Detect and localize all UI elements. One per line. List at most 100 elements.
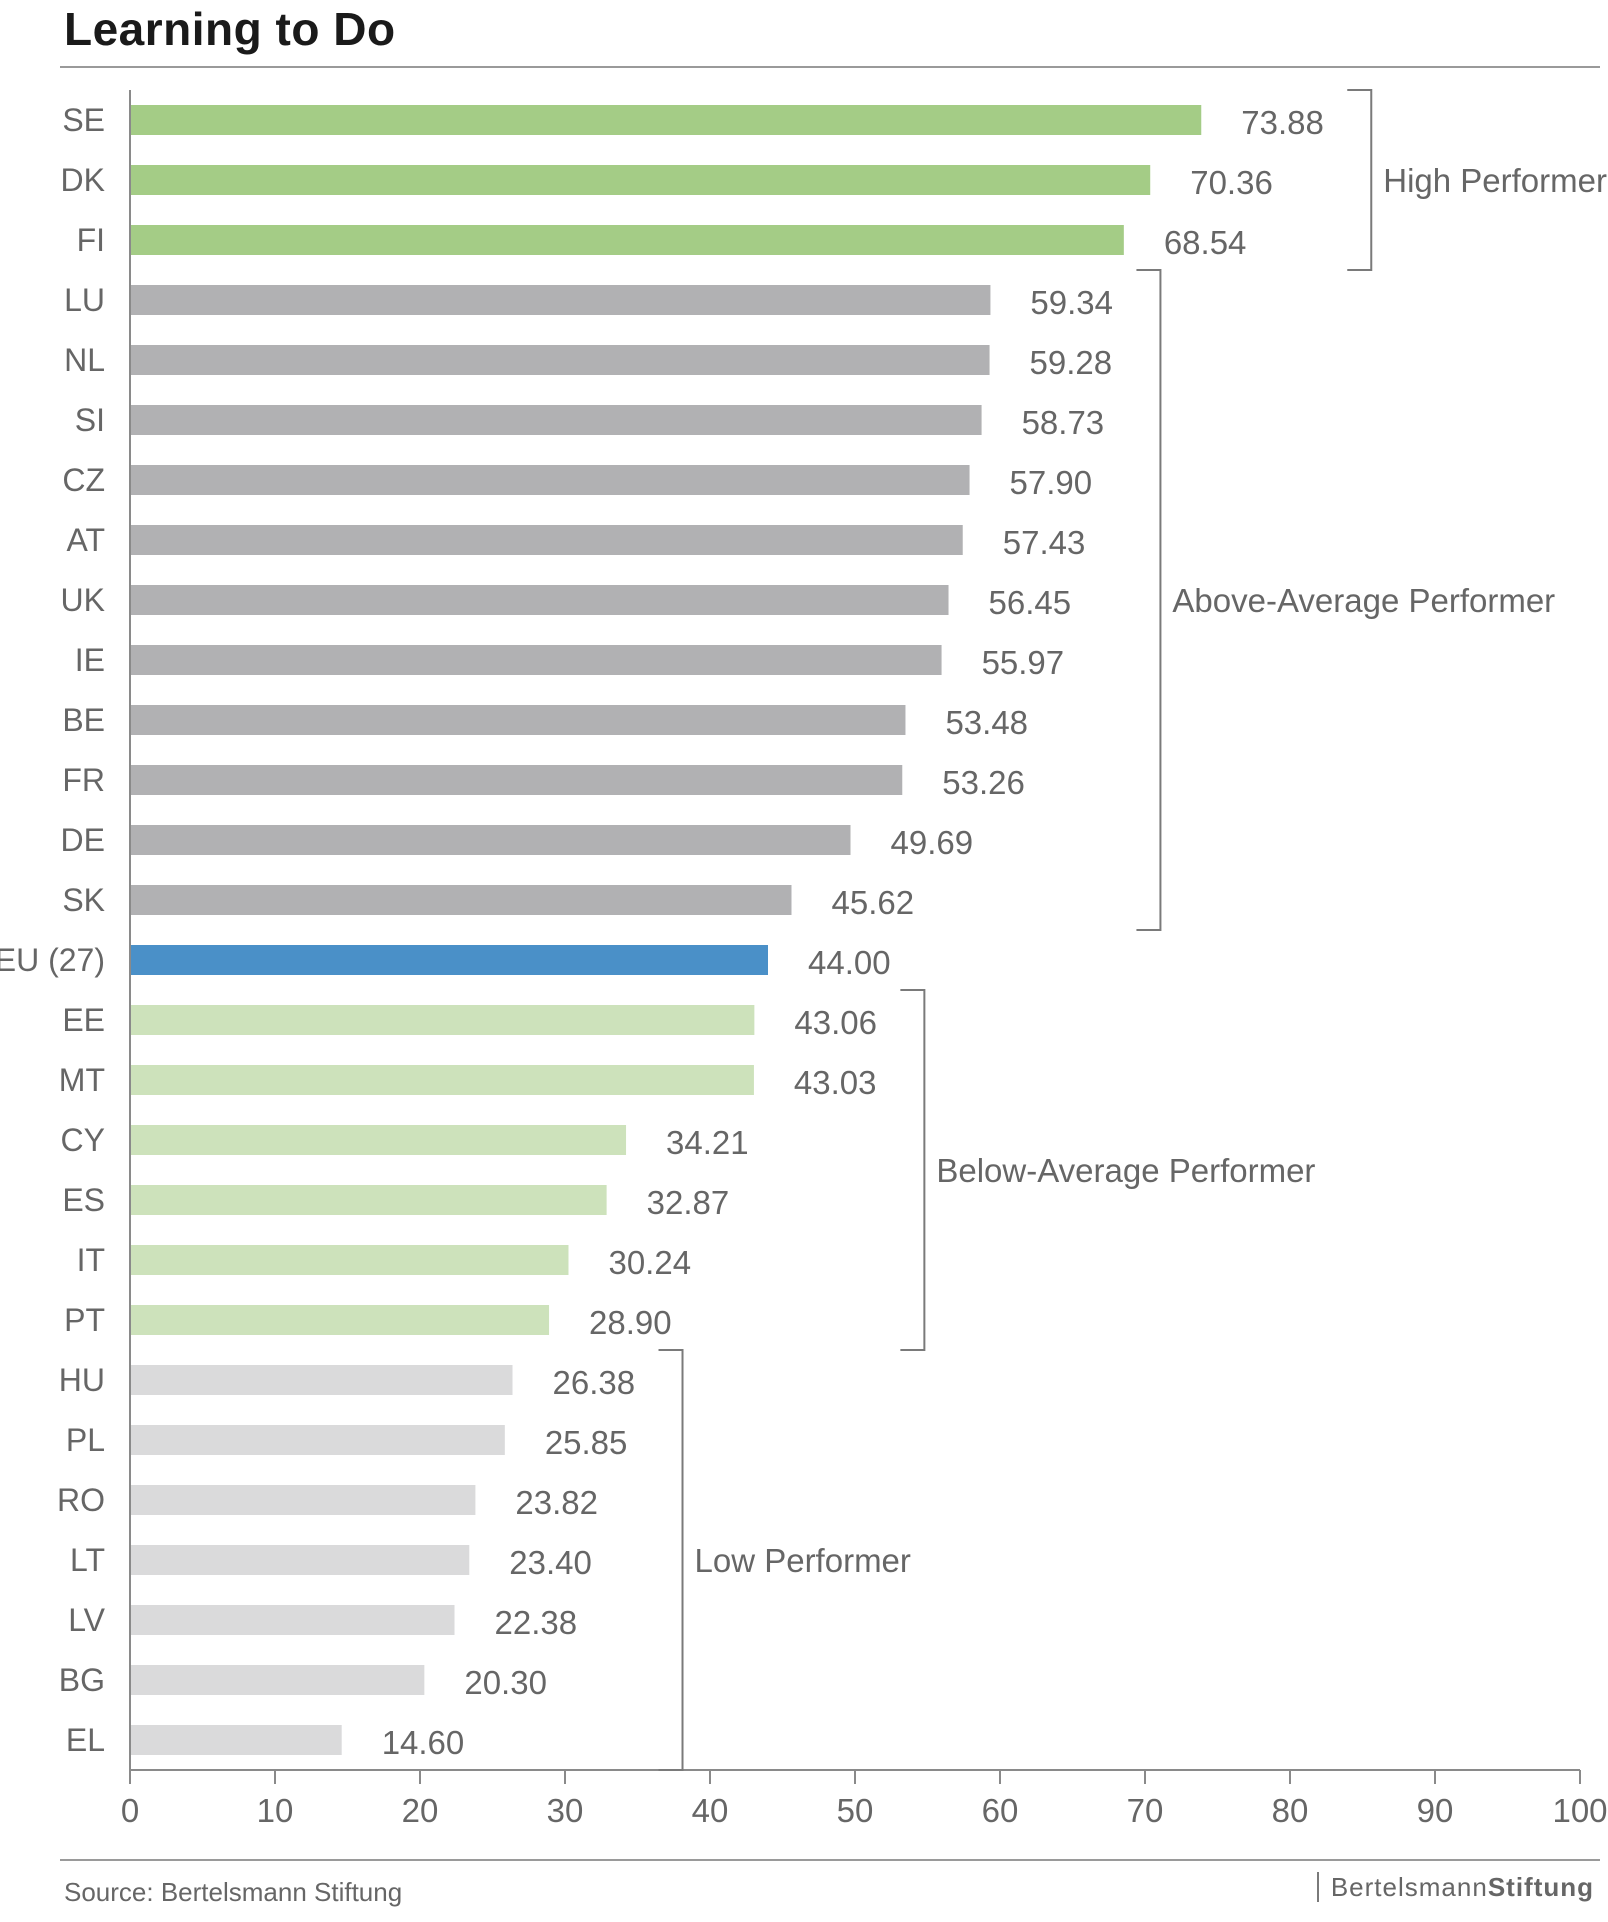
value-label-16: 43.03 [794, 1064, 877, 1101]
bar-10 [131, 705, 906, 735]
value-label-11: 53.26 [942, 764, 1025, 801]
bar-25 [131, 1605, 455, 1635]
source-note: Source: Bertelsmann Stiftung [64, 1877, 403, 1907]
category-label-25: LV [68, 1602, 105, 1638]
bar-16 [131, 1065, 754, 1095]
group-bracket-0 [1347, 89, 1373, 271]
category-label-18: ES [62, 1182, 105, 1218]
category-label-1: DK [61, 162, 105, 198]
group-label-0: High Performer [1383, 162, 1607, 199]
bar-21 [131, 1365, 513, 1395]
bar-5 [131, 405, 982, 435]
x-tick-label-2: 20 [402, 1792, 439, 1829]
category-label-10: BE [62, 702, 105, 738]
value-label-21: 26.38 [553, 1364, 636, 1401]
value-label-3: 59.34 [1030, 284, 1113, 321]
bar-1 [131, 165, 1151, 195]
bar-13 [131, 885, 792, 915]
bar-24 [131, 1545, 470, 1575]
x-tick-label-3: 30 [547, 1792, 584, 1829]
category-label-4: NL [64, 342, 105, 378]
group-bracket-1 [1136, 269, 1162, 931]
bar-3 [131, 285, 991, 315]
value-label-8: 56.45 [989, 584, 1072, 621]
category-label-14: EU (27) [0, 942, 105, 978]
footer-rule [60, 1859, 1600, 1861]
category-label-22: PL [66, 1422, 105, 1458]
bar-23 [131, 1485, 476, 1515]
category-label-23: RO [57, 1482, 105, 1518]
bar-26 [131, 1665, 425, 1695]
bertelsmann-logo: BertelsmannStiftung [1316, 1872, 1594, 1902]
value-label-26: 20.30 [464, 1664, 547, 1701]
bar-4 [131, 345, 990, 375]
category-label-17: CY [61, 1122, 105, 1158]
value-label-9: 55.97 [982, 644, 1065, 681]
x-tick-label-5: 50 [837, 1792, 874, 1829]
category-label-5: SI [75, 402, 105, 438]
value-label-7: 57.43 [1003, 524, 1086, 561]
category-label-8: UK [61, 582, 105, 618]
value-label-15: 43.06 [794, 1004, 877, 1041]
logo-part-1: Bertelsmann [1330, 1872, 1488, 1902]
category-label-19: IT [77, 1242, 105, 1278]
x-tick-label-1: 10 [257, 1792, 294, 1829]
value-label-0: 73.88 [1241, 104, 1324, 141]
bar-9 [131, 645, 942, 675]
group-label-3: Low Performer [695, 1542, 911, 1579]
x-tick-label-8: 80 [1272, 1792, 1309, 1829]
category-label-27: EL [66, 1722, 105, 1758]
category-label-6: CZ [62, 462, 105, 498]
x-tick-label-4: 40 [692, 1792, 729, 1829]
bar-22 [131, 1425, 505, 1455]
title-rule [60, 66, 1600, 68]
bar-11 [131, 765, 903, 795]
category-label-0: SE [62, 102, 105, 138]
x-tick-label-0: 0 [121, 1792, 139, 1829]
value-label-24: 23.40 [509, 1544, 592, 1581]
bar-0 [131, 105, 1202, 135]
value-label-6: 57.90 [1010, 464, 1093, 501]
bar-6 [131, 465, 970, 495]
value-label-13: 45.62 [831, 884, 914, 921]
value-label-12: 49.69 [891, 824, 974, 861]
logo-part-2: Stiftung [1487, 1872, 1594, 1902]
bar-20 [131, 1305, 550, 1335]
bar-14 [131, 945, 768, 975]
value-label-17: 34.21 [666, 1124, 749, 1161]
category-label-21: HU [59, 1362, 105, 1398]
category-label-12: DE [61, 822, 105, 858]
value-label-1: 70.36 [1190, 164, 1273, 201]
bar-15 [131, 1005, 755, 1035]
value-label-18: 32.87 [647, 1184, 730, 1221]
value-label-10: 53.48 [945, 704, 1028, 741]
category-label-11: FR [62, 762, 105, 798]
bar-2 [131, 225, 1124, 255]
category-label-15: EE [62, 1002, 105, 1038]
group-bracket-2 [900, 989, 926, 1351]
value-label-20: 28.90 [589, 1304, 672, 1341]
category-label-9: IE [75, 642, 105, 678]
bar-17 [131, 1125, 627, 1155]
value-label-22: 25.85 [545, 1424, 628, 1461]
x-tick-label-6: 60 [982, 1792, 1019, 1829]
value-label-2: 68.54 [1164, 224, 1247, 261]
category-label-7: AT [66, 522, 105, 558]
value-label-23: 23.82 [515, 1484, 598, 1521]
value-label-4: 59.28 [1030, 344, 1113, 381]
bar-7 [131, 525, 963, 555]
category-label-16: MT [59, 1062, 105, 1098]
group-label-1: Above-Average Performer [1172, 582, 1555, 619]
bar-chart: SE 73.88 DK 70.36 FI 68.54 LU 59.34 NL 59.28 SI 58.… [0, 89, 1608, 1829]
category-label-26: BG [59, 1662, 105, 1698]
category-label-20: PT [64, 1302, 105, 1338]
x-tick-label-9: 90 [1417, 1792, 1454, 1829]
bar-8 [131, 585, 949, 615]
value-label-27: 14.60 [382, 1724, 465, 1761]
category-label-3: LU [64, 282, 105, 318]
x-tick-label-7: 70 [1127, 1792, 1164, 1829]
bar-12 [131, 825, 851, 855]
group-bracket-3 [658, 1349, 684, 1771]
value-label-19: 30.24 [608, 1244, 691, 1281]
category-label-24: LT [70, 1542, 105, 1578]
